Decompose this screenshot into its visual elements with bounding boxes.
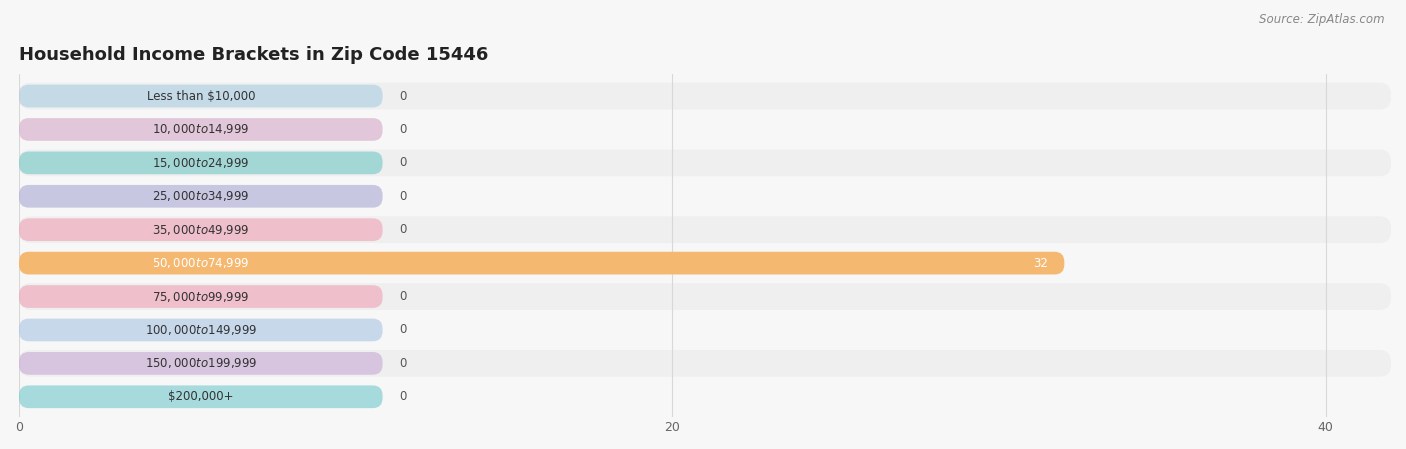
Text: 0: 0: [399, 390, 406, 403]
Text: 0: 0: [399, 323, 406, 336]
Text: 0: 0: [399, 156, 406, 169]
Text: 0: 0: [399, 89, 406, 102]
Text: 0: 0: [399, 123, 406, 136]
FancyBboxPatch shape: [20, 118, 382, 141]
Text: $50,000 to $74,999: $50,000 to $74,999: [152, 256, 249, 270]
Text: $75,000 to $99,999: $75,000 to $99,999: [152, 290, 249, 304]
FancyBboxPatch shape: [20, 83, 1391, 110]
FancyBboxPatch shape: [20, 216, 1391, 243]
Text: $35,000 to $49,999: $35,000 to $49,999: [152, 223, 249, 237]
Text: 0: 0: [399, 290, 406, 303]
Text: $200,000+: $200,000+: [169, 390, 233, 403]
FancyBboxPatch shape: [20, 319, 382, 341]
Text: $150,000 to $199,999: $150,000 to $199,999: [145, 357, 257, 370]
Text: $100,000 to $149,999: $100,000 to $149,999: [145, 323, 257, 337]
FancyBboxPatch shape: [20, 350, 1391, 377]
Text: 0: 0: [399, 190, 406, 203]
FancyBboxPatch shape: [20, 252, 1064, 274]
FancyBboxPatch shape: [20, 283, 1391, 310]
FancyBboxPatch shape: [20, 183, 1391, 210]
Text: 0: 0: [399, 223, 406, 236]
FancyBboxPatch shape: [20, 250, 1391, 277]
Text: $10,000 to $14,999: $10,000 to $14,999: [152, 123, 249, 136]
Text: Household Income Brackets in Zip Code 15446: Household Income Brackets in Zip Code 15…: [20, 46, 488, 64]
FancyBboxPatch shape: [20, 285, 382, 308]
FancyBboxPatch shape: [20, 385, 382, 408]
Text: Source: ZipAtlas.com: Source: ZipAtlas.com: [1260, 13, 1385, 26]
Text: $15,000 to $24,999: $15,000 to $24,999: [152, 156, 249, 170]
FancyBboxPatch shape: [20, 185, 382, 207]
FancyBboxPatch shape: [20, 151, 382, 174]
Text: $25,000 to $34,999: $25,000 to $34,999: [152, 189, 249, 203]
FancyBboxPatch shape: [20, 150, 1391, 176]
FancyBboxPatch shape: [20, 116, 1391, 143]
FancyBboxPatch shape: [20, 383, 1391, 410]
FancyBboxPatch shape: [20, 218, 382, 241]
FancyBboxPatch shape: [20, 352, 382, 375]
FancyBboxPatch shape: [20, 317, 1391, 343]
Text: Less than $10,000: Less than $10,000: [146, 89, 254, 102]
Text: 0: 0: [399, 357, 406, 370]
FancyBboxPatch shape: [20, 85, 382, 107]
Text: 32: 32: [1033, 257, 1047, 269]
